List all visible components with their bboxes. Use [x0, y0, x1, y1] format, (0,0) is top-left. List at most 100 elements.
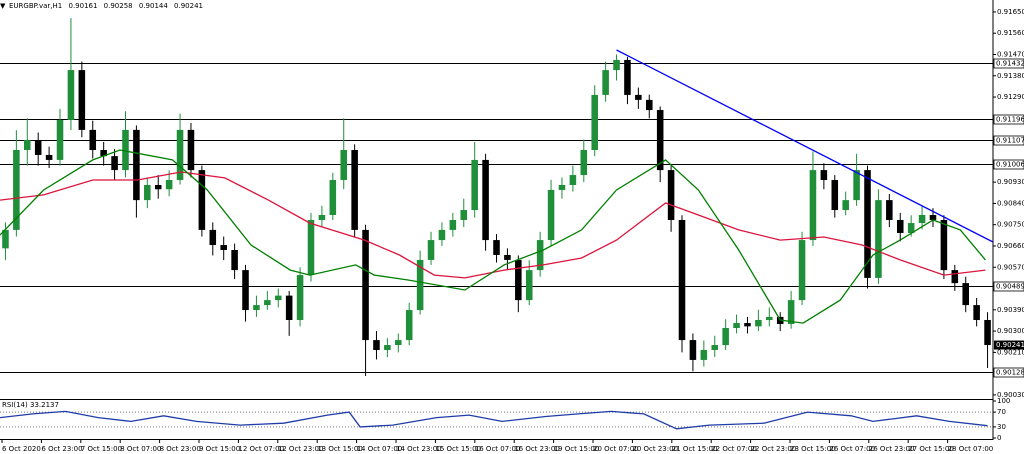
candle-body	[329, 180, 337, 216]
level-label-box	[993, 281, 1024, 292]
header-arrow: ▼	[0, 2, 6, 10]
candle-body	[635, 94, 642, 100]
candle-body	[274, 295, 282, 301]
candle-body	[231, 250, 238, 271]
candle-body	[504, 254, 511, 260]
candle-body	[656, 110, 664, 171]
candle-body	[154, 184, 162, 190]
candle-body	[842, 200, 849, 211]
candle-body	[951, 270, 959, 284]
x-tick-label: 16 Oct 07:00	[475, 445, 521, 453]
x-tick-label: 19 Oct 15:00	[554, 445, 600, 453]
candle-body	[165, 180, 173, 190]
candle-body	[809, 170, 817, 241]
candle-body	[766, 316, 773, 320]
level-label-box	[993, 135, 1024, 146]
x-tick-label: 27 Oct 15:00	[908, 445, 954, 453]
candle-body	[896, 219, 904, 233]
candle-body	[438, 229, 446, 241]
y-tick-label: 0.91380	[997, 72, 1024, 80]
candle-body	[89, 129, 97, 150]
candle-body	[853, 170, 860, 201]
rsi-pane	[0, 410, 993, 430]
x-tick-label: 12 Oct 07:00	[238, 445, 284, 453]
candle-body	[67, 70, 75, 120]
x-tick-label: 16 Oct 23:00	[514, 445, 560, 453]
rsi-line	[0, 410, 988, 430]
candle-body	[471, 159, 478, 211]
y-tick-label: 0.90210	[997, 348, 1024, 356]
candle-body	[744, 323, 751, 327]
candle-body	[831, 180, 839, 211]
candle-body	[187, 129, 195, 171]
level-label: 0.91432	[996, 60, 1024, 68]
candle-body	[700, 350, 708, 360]
level-label: 0.90489	[996, 283, 1024, 291]
x-tick-label: 14 Oct 23:00	[396, 445, 442, 453]
x-tick-label: 8 Oct 07:00	[120, 445, 161, 453]
candle-body	[613, 59, 620, 71]
x-tick-label: 13 Oct 15:00	[317, 445, 363, 453]
y-tick-label: 0.90840	[997, 199, 1024, 207]
candle-body	[13, 149, 20, 230]
rsi-value: 33.2137	[30, 401, 59, 409]
y-tick-label: 0.90030	[997, 391, 1024, 399]
candle-body	[45, 154, 53, 160]
candle-body	[264, 300, 271, 306]
ma-fast-line	[0, 149, 986, 324]
candle-body	[285, 295, 293, 320]
ma-slow-line	[0, 171, 986, 279]
x-tick-label: 9 Oct 15:00	[199, 445, 240, 453]
candle-body	[940, 219, 948, 271]
candle-body	[886, 200, 893, 220]
x-tick-label: 6 Oct 2020	[2, 445, 41, 453]
rsi-tick-label: 30	[997, 423, 1006, 431]
candle-body	[296, 275, 304, 320]
candle-body	[144, 184, 151, 201]
y-tick-label: 0.90660	[997, 242, 1024, 250]
y-tick-label: 0.90750	[997, 221, 1024, 229]
symbol: EURGBP.var,H1	[9, 2, 62, 10]
candle-body	[907, 223, 915, 233]
x-tick-label: 12 Oct 23:00	[278, 445, 324, 453]
candle-body	[449, 219, 457, 230]
candle-body	[569, 175, 577, 185]
x-tick-label: 20 Oct 07:00	[593, 445, 639, 453]
x-tick-label: 22 Oct 07:00	[711, 445, 757, 453]
x-tick-label: 26 Oct 07:00	[829, 445, 875, 453]
candle-body	[427, 240, 435, 260]
level-label-box	[993, 367, 1024, 378]
candle-body	[525, 270, 533, 301]
candle-body	[340, 149, 348, 181]
candle-body	[962, 283, 969, 306]
level-label: 0.90128	[996, 369, 1024, 377]
candle-body	[602, 70, 609, 95]
candle-body	[384, 345, 391, 351]
candle-body	[373, 340, 380, 351]
candle-body	[711, 345, 719, 351]
candle-body	[984, 319, 991, 346]
candle-body	[34, 140, 42, 155]
x-tick-label: 20 Oct 23:00	[632, 445, 678, 453]
x-tick-label: 21 Oct 15:00	[672, 445, 718, 453]
candle-body	[78, 70, 86, 130]
header-open: 0.90161	[68, 2, 97, 10]
y-tick-label: 0.91650	[997, 8, 1024, 16]
x-tick-label: 26 Oct 23:00	[869, 445, 915, 453]
trendline-line	[616, 49, 993, 243]
y-tick-label: 0.90930	[997, 178, 1024, 186]
candle-body	[318, 215, 326, 220]
candle-body	[798, 240, 806, 301]
y-tick-label: 0.91290	[997, 93, 1024, 101]
rsi-tick-label: 0	[997, 434, 1001, 442]
candle-body	[395, 340, 402, 346]
level-label: 0.91196	[996, 116, 1024, 124]
x-tick-label: 22 Oct 23:00	[751, 445, 797, 453]
level-label: 0.91107	[996, 137, 1024, 145]
candle-body	[973, 305, 980, 320]
candle-body	[220, 245, 227, 251]
plot-area	[0, 18, 993, 377]
y-tick-label: 0.90300	[997, 327, 1024, 335]
